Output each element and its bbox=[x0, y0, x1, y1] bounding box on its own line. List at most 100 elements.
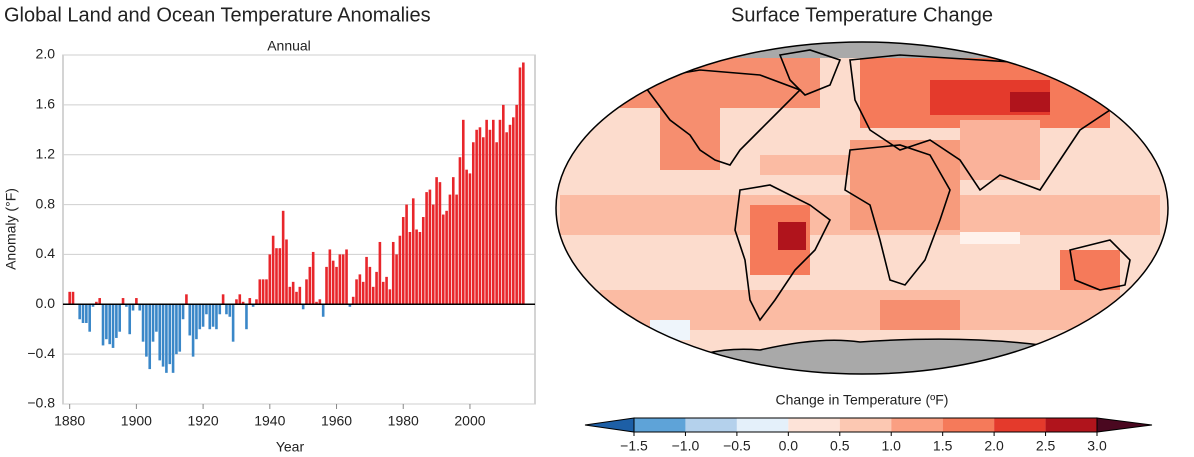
bar bbox=[515, 104, 518, 305]
bar bbox=[281, 210, 285, 305]
bar bbox=[441, 214, 445, 305]
x-tick-label: 1960 bbox=[321, 413, 352, 429]
y-tick-label: 0.8 bbox=[36, 195, 56, 211]
chart-subtitle: Annual bbox=[267, 38, 311, 54]
bar bbox=[475, 129, 478, 305]
x-tick-label: 1900 bbox=[121, 413, 152, 429]
colorbar-tick-label: −0.5 bbox=[723, 438, 751, 454]
map-coastlines bbox=[638, 49, 1131, 322]
bar bbox=[195, 304, 198, 340]
bar bbox=[228, 304, 232, 317]
y-tick-label: 1.6 bbox=[36, 96, 56, 112]
bar bbox=[425, 192, 428, 305]
bar bbox=[185, 294, 188, 305]
bar bbox=[115, 304, 118, 338]
bar bbox=[265, 279, 268, 305]
bar bbox=[415, 229, 418, 305]
bar bbox=[71, 291, 75, 305]
bar bbox=[125, 304, 128, 307]
colorbar-extend-low bbox=[584, 417, 635, 433]
bar bbox=[505, 132, 508, 305]
bar bbox=[408, 231, 412, 305]
bar bbox=[381, 281, 385, 305]
bar bbox=[341, 254, 345, 305]
x-tick-label: 2000 bbox=[454, 413, 485, 429]
bar bbox=[105, 304, 108, 340]
bar bbox=[241, 301, 245, 305]
colorbar-cell bbox=[942, 418, 995, 432]
bar bbox=[361, 281, 365, 305]
bar bbox=[318, 299, 322, 305]
bar bbox=[391, 241, 395, 305]
bar bbox=[101, 304, 105, 346]
bar bbox=[261, 279, 265, 305]
bar bbox=[335, 266, 338, 305]
bar bbox=[155, 304, 158, 332]
bar bbox=[371, 286, 375, 305]
bar bbox=[221, 294, 225, 305]
bar bbox=[445, 210, 448, 305]
y-tick-label: 2.0 bbox=[36, 46, 56, 62]
bar bbox=[308, 266, 312, 305]
bar bbox=[355, 279, 358, 305]
colorbar-tick-label: 1.0 bbox=[881, 438, 901, 454]
map-patch bbox=[880, 300, 960, 330]
bar bbox=[348, 304, 352, 307]
bar bbox=[435, 177, 438, 305]
bar bbox=[151, 304, 155, 342]
colorbar-tick-label: 3.0 bbox=[1087, 438, 1107, 454]
bar bbox=[121, 298, 125, 305]
bar bbox=[315, 301, 318, 305]
map-patch bbox=[1010, 92, 1050, 112]
bar bbox=[275, 248, 278, 305]
bar bbox=[88, 304, 91, 332]
bar bbox=[108, 304, 112, 345]
bar bbox=[325, 266, 328, 305]
colorbar-tick-label: 0.5 bbox=[830, 438, 850, 454]
bar bbox=[438, 182, 442, 305]
bar bbox=[95, 301, 98, 305]
bar bbox=[508, 124, 512, 305]
bar bbox=[208, 304, 212, 330]
bar bbox=[118, 304, 122, 332]
bar bbox=[278, 248, 282, 305]
bar bbox=[238, 294, 242, 305]
colorbar-extend-high bbox=[1096, 417, 1153, 433]
bar bbox=[455, 194, 458, 305]
bar bbox=[135, 298, 138, 305]
bar bbox=[158, 304, 162, 361]
bar bbox=[285, 239, 288, 305]
colorbar-tick-label: −1.0 bbox=[672, 438, 700, 454]
colorbar-cell bbox=[1045, 418, 1097, 432]
bar bbox=[518, 67, 522, 305]
bar bbox=[178, 304, 182, 352]
y-tick-label: 0.0 bbox=[36, 295, 56, 311]
bar bbox=[368, 266, 372, 305]
bar bbox=[235, 299, 238, 305]
bar bbox=[81, 304, 85, 323]
bar bbox=[141, 304, 145, 342]
bar bbox=[161, 304, 165, 367]
bar bbox=[461, 119, 465, 305]
colorbar-frame bbox=[633, 417, 1098, 433]
x-tick-label: 1980 bbox=[388, 413, 419, 429]
colorbar-cell bbox=[891, 418, 943, 432]
bar bbox=[291, 281, 295, 305]
bar bbox=[91, 304, 95, 307]
bar bbox=[411, 198, 415, 305]
bar bbox=[345, 249, 348, 305]
map-outline bbox=[555, 41, 1169, 375]
bar bbox=[502, 104, 505, 305]
colorbar-tick-label: 1.5 bbox=[933, 438, 953, 454]
bar bbox=[165, 304, 168, 373]
bar bbox=[421, 217, 425, 305]
bar bbox=[168, 304, 172, 365]
bar bbox=[301, 304, 305, 310]
x-tick-label: 1880 bbox=[54, 413, 85, 429]
bar bbox=[128, 304, 132, 335]
colorbar-tick-label: 0.0 bbox=[779, 438, 799, 454]
bar bbox=[311, 251, 315, 305]
bar bbox=[181, 304, 185, 320]
bar bbox=[358, 274, 362, 305]
bar bbox=[492, 119, 495, 305]
